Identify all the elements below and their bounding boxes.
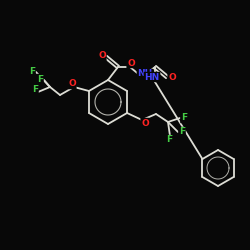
- Text: O: O: [141, 118, 149, 128]
- Text: F: F: [166, 136, 172, 144]
- Text: F: F: [181, 114, 187, 122]
- Text: O: O: [127, 58, 135, 68]
- Text: HN: HN: [144, 72, 160, 82]
- Text: O: O: [98, 52, 106, 60]
- Text: NH: NH: [138, 70, 152, 78]
- Text: F: F: [29, 68, 35, 76]
- Text: F: F: [179, 128, 185, 136]
- Text: O: O: [68, 80, 76, 88]
- Text: F: F: [37, 74, 43, 84]
- Text: O: O: [168, 72, 176, 82]
- Text: F: F: [32, 86, 38, 94]
